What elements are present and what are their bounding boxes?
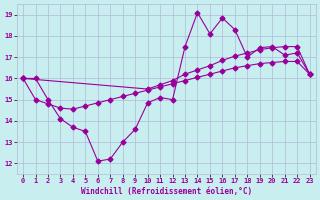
X-axis label: Windchill (Refroidissement éolien,°C): Windchill (Refroidissement éolien,°C) [81,187,252,196]
